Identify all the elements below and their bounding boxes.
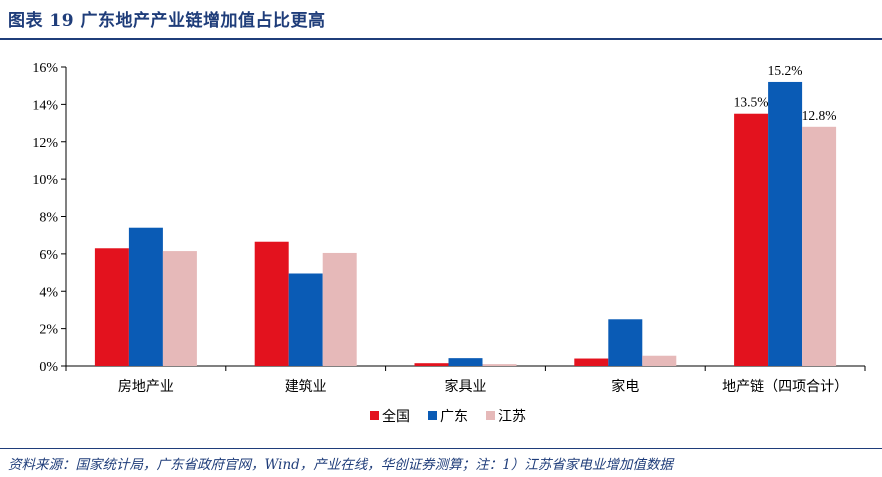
source-note: 资料来源：国家统计局，广东省政府官网，Wind，产业在线，华创证券测算；注：1）… [8, 457, 673, 473]
bar-guangdong [448, 358, 483, 366]
y-tick-label: 14% [32, 98, 58, 113]
x-category-label: 建筑业 [285, 379, 327, 395]
bar-national [254, 241, 289, 366]
bar-chart: 0% 2% 4% 6% 8% 10% 12% 14% 16% 房地产业 建筑业 家具业 家电 地产链（四项… [32, 61, 866, 425]
bar-guangdong [128, 227, 163, 366]
bar-jiangsu [642, 355, 677, 366]
legend-label: 广东 [440, 409, 468, 425]
bar-national [94, 248, 129, 366]
bar-guangdong [768, 81, 803, 366]
bar-jiangsu [162, 251, 197, 366]
bar-national [574, 358, 609, 366]
data-label: 15.2% [768, 63, 803, 78]
bar-guangdong [608, 319, 643, 366]
data-label: 12.8% [802, 108, 837, 123]
legend-swatch [486, 411, 495, 420]
y-tick-label: 10% [32, 173, 58, 188]
bar-jiangsu [802, 126, 837, 366]
figure-title: 图表 19 广东地产产业链增加值占比更高 [8, 11, 326, 31]
x-category-label: 家电 [611, 378, 639, 395]
y-tick-label: 8% [39, 211, 58, 226]
bar-national [734, 113, 769, 366]
bar-national [414, 363, 449, 366]
bar-jiangsu [322, 252, 357, 366]
legend-swatch [428, 411, 437, 420]
legend-label: 江苏 [498, 409, 526, 425]
legend-label: 全国 [382, 408, 410, 425]
bar-jiangsu [482, 364, 517, 366]
y-tick-label: 4% [39, 285, 58, 300]
title-bar: 图表 19 广东地产产业链增加值占比更高 [0, 0, 882, 40]
x-category-label: 房地产业 [118, 379, 174, 395]
footer-divider [0, 448, 882, 449]
title-divider [0, 38, 882, 40]
x-category-label: 家具业 [445, 378, 487, 395]
bar-guangdong [288, 273, 323, 366]
x-category-label: 地产链（四项合计） [722, 379, 848, 395]
y-tick-label: 0% [39, 360, 58, 375]
y-tick-label: 6% [39, 248, 58, 263]
y-tick-label: 12% [32, 136, 58, 151]
data-label: 13.5% [734, 95, 769, 110]
legend-swatch [370, 411, 379, 420]
y-tick-label: 2% [39, 323, 58, 338]
y-tick-label: 16% [32, 61, 58, 76]
